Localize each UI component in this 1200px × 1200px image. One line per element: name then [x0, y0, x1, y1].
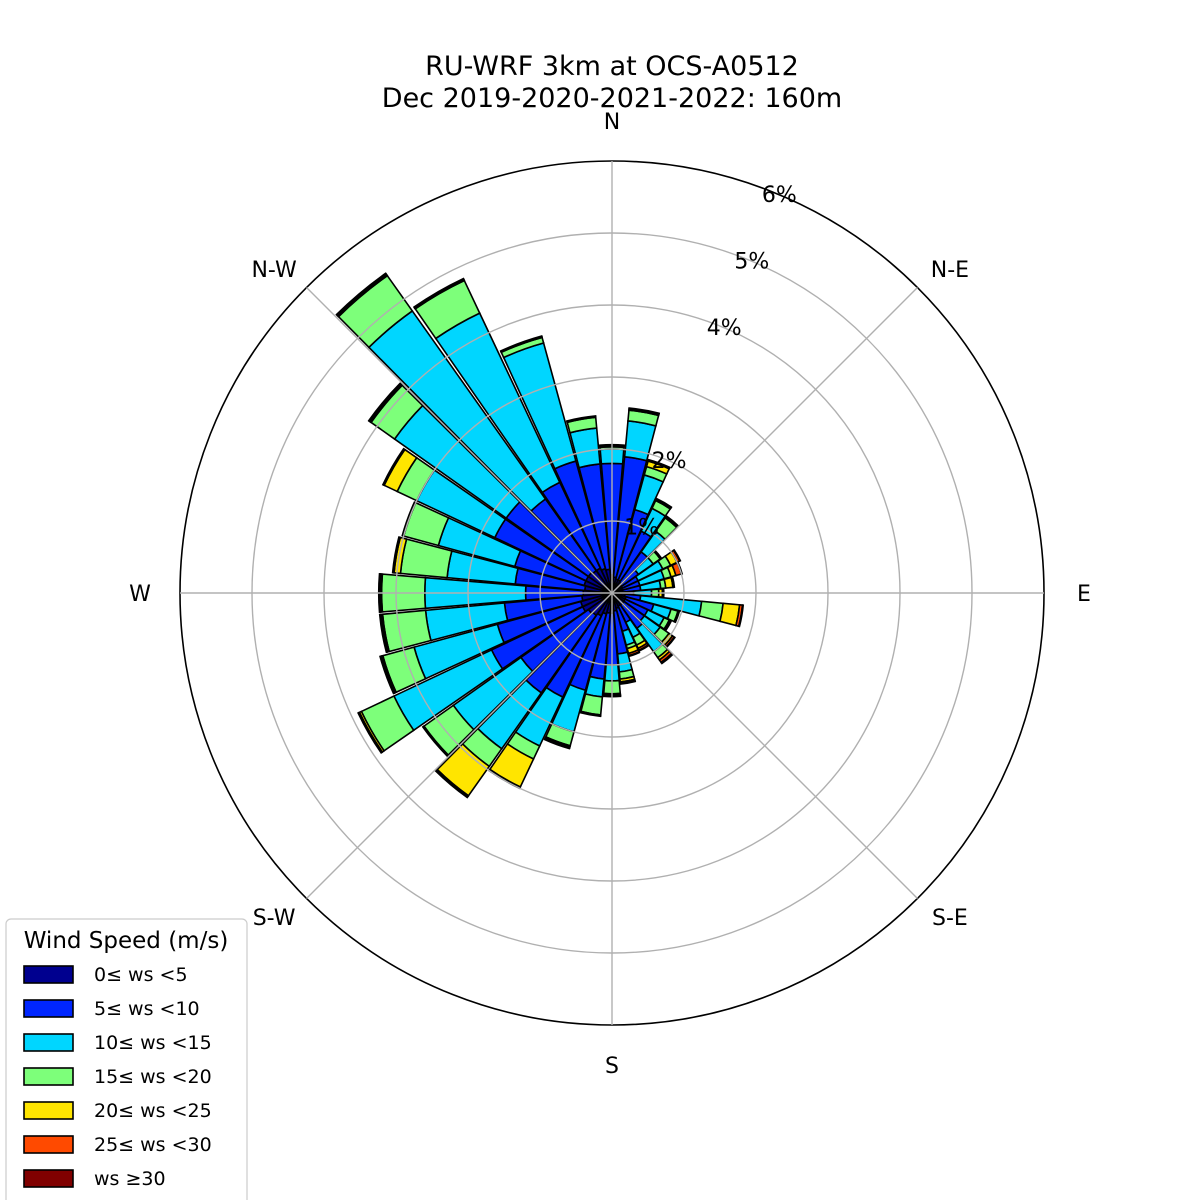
radial-tick-2: 2% [652, 449, 687, 474]
direction-label-s-e: S-E [932, 906, 968, 931]
radial-tick-6: 6% [762, 183, 797, 208]
bar-sector-320-bin-6 [335, 272, 388, 317]
sector-210-deg [487, 592, 613, 790]
legend-label-1: 5≤ ws <10 [94, 998, 200, 1020]
bar-sector-60-bin-6 [672, 548, 682, 563]
bar-sector-340-bin-5 [499, 335, 543, 353]
direction-label-n: N [604, 110, 620, 135]
sector-260-deg [378, 592, 613, 654]
sector-340-deg [499, 335, 613, 594]
legend-label-0: 0≤ ws <5 [94, 964, 188, 986]
bar-sector-100-bin-6 [737, 604, 745, 628]
bar-sector-110-bin-5 [673, 610, 681, 624]
radial-tick-4: 4% [707, 316, 742, 341]
bar-sector-330-bin-6 [412, 277, 465, 309]
legend-title: Wind Speed (m/s) [24, 928, 229, 954]
bar-sector-20-bin-6 [647, 458, 671, 470]
legend-swatch-5 [23, 1135, 74, 1154]
legend-label-3: 15≤ ws <20 [94, 1066, 212, 1088]
direction-label-w: W [129, 582, 151, 607]
direction-label-s-w: S-W [253, 906, 296, 931]
radial-tick-1: 1% [624, 516, 659, 541]
direction-label-n-e: N-E [931, 258, 969, 283]
bar-sector-280-bin-6 [391, 536, 401, 574]
sector-240-deg [357, 592, 613, 754]
bar-sector-260-bin-6 [378, 613, 389, 654]
sector-310-deg [367, 382, 613, 594]
bar-sector-140-bin-6 [659, 652, 674, 665]
bar-sector-30-bin-6 [655, 497, 673, 509]
radial-tick-5: 5% [734, 249, 769, 274]
bar-sector-80-bin-6 [670, 576, 676, 589]
direction-labels: N N-E E S-E S S-W W N-W [129, 110, 1091, 1079]
radial-tick-labels: 1% 2% 4% 5% 6% [624, 183, 797, 541]
chart-title: RU-WRF 3km at OCS-A0512 Dec 2019-2020-20… [382, 51, 842, 114]
legend-label-2: 10≤ ws <15 [94, 1032, 212, 1054]
bar-sector-230-bin-6 [421, 725, 449, 758]
legend-label-4: 20≤ ws <25 [94, 1100, 212, 1122]
legend-swatch-3 [23, 1067, 74, 1086]
direction-label-e: E [1077, 582, 1091, 607]
bar-sector-270-bin-6 [377, 573, 382, 613]
bar-sector-250-bin-6 [379, 655, 396, 695]
bar-sector-190-bin-5 [579, 711, 602, 718]
legend-label-5: 25≤ ws <30 [94, 1134, 212, 1156]
chart-title-line-1: RU-WRF 3km at OCS-A0512 [425, 51, 799, 82]
bar-sector-170-bin-6 [619, 679, 637, 685]
legend-swatch-1 [23, 999, 74, 1018]
bar-sector-240-bin-6 [357, 711, 383, 754]
bar-sector-10-bin-5 [628, 407, 661, 415]
spoke-n-w [306, 287, 613, 594]
bar-sector-300-bin-5 [381, 447, 406, 487]
bar-sector-100-bin-3 [698, 600, 724, 623]
spoke-s-e [611, 592, 918, 899]
legend-swatch-0 [23, 965, 74, 984]
bar-sector-220-bin-6 [434, 768, 470, 799]
sector-330-deg [412, 277, 613, 594]
bar-sector-200-bin-6 [543, 737, 571, 750]
chart-title-line-2: Dec 2019-2020-2021-2022: 160m [382, 83, 842, 114]
sector-170-deg [611, 592, 637, 685]
legend-swatch-6 [23, 1169, 74, 1188]
sector-280-deg [391, 536, 613, 594]
sector-10-deg [611, 407, 661, 594]
direction-label-n-w: N-W [251, 258, 297, 283]
sector-80-deg [611, 576, 676, 594]
direction-label-s: S [605, 1054, 619, 1079]
wind-rose-bars [335, 272, 745, 799]
spoke-n-e [611, 287, 918, 594]
legend-frame [5, 918, 248, 1200]
legend-label-6: ws ≥30 [94, 1168, 166, 1190]
bar-sector-310-bin-6 [367, 382, 402, 423]
legend-swatch-4 [23, 1101, 74, 1120]
legend: Wind Speed (m/s) 0≤ ws <5 5≤ ws <10 10≤ ws … [5, 918, 248, 1200]
sector-350-deg [565, 415, 613, 594]
spoke-s-w [306, 592, 613, 899]
polar-grid [179, 160, 1045, 1026]
legend-swatch-2 [23, 1033, 74, 1052]
bar-sector-350-bin-5 [565, 415, 597, 423]
